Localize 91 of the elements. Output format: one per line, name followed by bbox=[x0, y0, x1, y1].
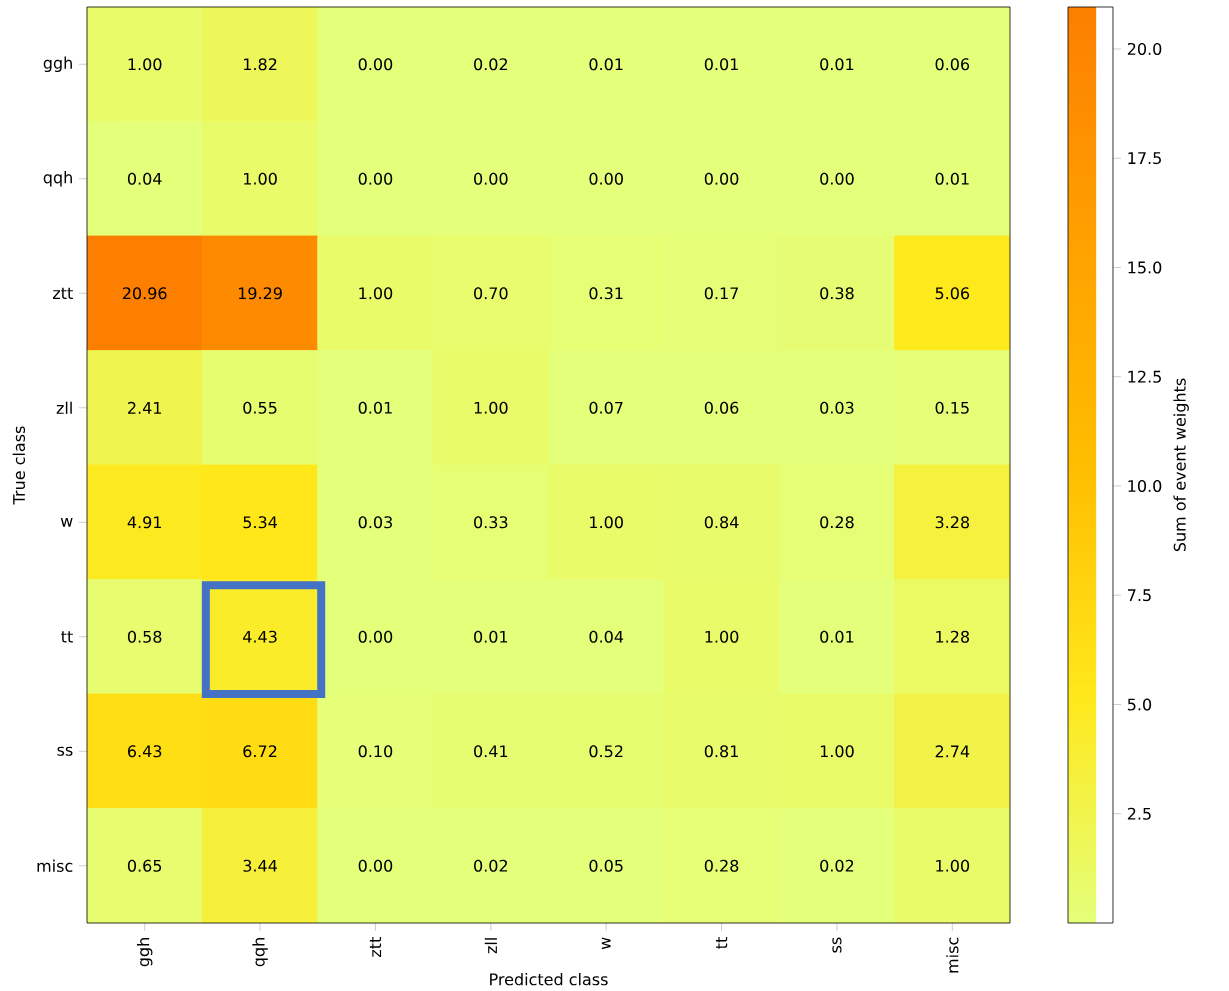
data-label: 0.00 bbox=[358, 859, 393, 872]
data-label: 0.81 bbox=[704, 745, 738, 758]
y-tick-label: ztt bbox=[53, 287, 73, 299]
data-label: 0.02 bbox=[820, 859, 854, 872]
color-bar-title: Sum of event weights bbox=[1173, 378, 1189, 552]
data-label: 1.28 bbox=[936, 630, 970, 643]
data-label: 1.00 bbox=[244, 172, 277, 185]
data-label: 0.00 bbox=[820, 172, 854, 185]
color-bar-label: 7.5 bbox=[1128, 589, 1151, 602]
y-tick-label: qqh bbox=[43, 171, 72, 187]
data-label: 0.00 bbox=[474, 172, 508, 185]
data-label: 0.01 bbox=[704, 58, 738, 71]
data-label: 0.01 bbox=[474, 630, 508, 643]
data-label: 4.91 bbox=[127, 516, 162, 529]
data-label: 0.00 bbox=[589, 172, 623, 185]
data-label: 0.58 bbox=[127, 630, 162, 643]
data-label: 2.74 bbox=[935, 745, 970, 758]
data-label: 1.00 bbox=[820, 745, 854, 758]
data-label: 0.02 bbox=[474, 58, 508, 71]
data-label: 0.10 bbox=[358, 745, 393, 758]
data-label: 0.33 bbox=[474, 516, 508, 529]
data-label: 0.06 bbox=[935, 58, 970, 71]
y-tick-label: ggh bbox=[43, 56, 72, 72]
data-label: 0.17 bbox=[704, 287, 739, 300]
y-tick-label: misc bbox=[37, 859, 73, 872]
data-label: 1.00 bbox=[128, 58, 162, 71]
data-label: 0.07 bbox=[589, 401, 623, 414]
y-tick-label: ss bbox=[57, 746, 73, 756]
data-label: 0.28 bbox=[704, 859, 739, 872]
x-tick-label: misc bbox=[946, 937, 959, 973]
data-label: 19.29 bbox=[238, 287, 282, 300]
data-label: 0.04 bbox=[589, 630, 624, 643]
data-label: 0.01 bbox=[820, 630, 854, 643]
data-label: 4.43 bbox=[243, 630, 277, 643]
x-tick-label: tt bbox=[715, 937, 728, 949]
data-label: 0.00 bbox=[358, 630, 393, 643]
data-label: 0.01 bbox=[358, 401, 392, 414]
data-label: 3.44 bbox=[243, 859, 277, 872]
data-label: 1.00 bbox=[705, 630, 739, 643]
color-bar-label: 15.0 bbox=[1128, 261, 1162, 274]
data-label: 0.55 bbox=[243, 401, 277, 414]
y-tick-label: zll bbox=[56, 401, 72, 414]
data-label: 1.00 bbox=[359, 287, 393, 300]
data-label: 5.06 bbox=[935, 287, 970, 300]
data-label: 0.15 bbox=[935, 401, 969, 414]
data-label: 6.43 bbox=[128, 745, 162, 758]
data-label: 1.00 bbox=[474, 401, 508, 414]
data-label: 0.00 bbox=[358, 58, 393, 71]
data-label: 1.82 bbox=[244, 58, 277, 71]
data-label: 2.41 bbox=[128, 401, 162, 414]
data-label: 0.03 bbox=[820, 401, 854, 414]
data-label: 0.05 bbox=[589, 859, 623, 872]
data-label: 0.38 bbox=[820, 287, 854, 300]
data-label: 6.72 bbox=[243, 745, 277, 758]
color-bar-label: 12.5 bbox=[1128, 370, 1161, 383]
data-label: 1.00 bbox=[936, 859, 970, 872]
data-label: 0.52 bbox=[589, 745, 623, 758]
data-label: 0.00 bbox=[358, 172, 393, 185]
x-tick-label: zll bbox=[484, 938, 497, 954]
data-label: 0.84 bbox=[704, 516, 739, 529]
data-label: 5.34 bbox=[243, 516, 277, 529]
data-label: 0.41 bbox=[474, 745, 508, 758]
data-label: 0.65 bbox=[127, 859, 162, 872]
data-label: 0.01 bbox=[935, 172, 969, 185]
x-tick-label: qqh bbox=[252, 938, 268, 967]
color-bar-label: 5.0 bbox=[1127, 698, 1152, 711]
data-label: 3.28 bbox=[935, 516, 970, 529]
color-bar-label: 20.0 bbox=[1127, 42, 1162, 55]
x-tick-label: ggh bbox=[136, 938, 153, 967]
x-tick-label: ztt bbox=[369, 937, 382, 957]
data-label: 0.02 bbox=[474, 859, 508, 872]
data-label: 0.00 bbox=[704, 172, 739, 185]
x-tick-label: w bbox=[601, 937, 611, 950]
data-label: 20.96 bbox=[122, 287, 167, 300]
data-label: 0.03 bbox=[358, 516, 392, 529]
data-label: 0.31 bbox=[589, 287, 623, 300]
data-label: 0.01 bbox=[820, 58, 854, 71]
data-label: 0.04 bbox=[127, 172, 162, 185]
data-label: 0.01 bbox=[589, 58, 623, 71]
data-label: 1.00 bbox=[590, 516, 623, 529]
data-label: 0.70 bbox=[474, 287, 508, 300]
color-bar-label: 10.0 bbox=[1128, 479, 1162, 493]
data-label: 0.06 bbox=[704, 401, 739, 414]
y-tick-label: tt bbox=[61, 631, 73, 643]
y-axis-title: True class bbox=[12, 426, 26, 505]
x-axis-title: Predicted class bbox=[490, 972, 608, 986]
x-tick-label: ss bbox=[832, 937, 842, 953]
color-bar-label: 2.5 bbox=[1127, 807, 1151, 820]
data-label: 0.28 bbox=[820, 516, 854, 529]
color-bar-label: 17.5 bbox=[1128, 152, 1161, 165]
y-tick-label: w bbox=[60, 517, 73, 527]
